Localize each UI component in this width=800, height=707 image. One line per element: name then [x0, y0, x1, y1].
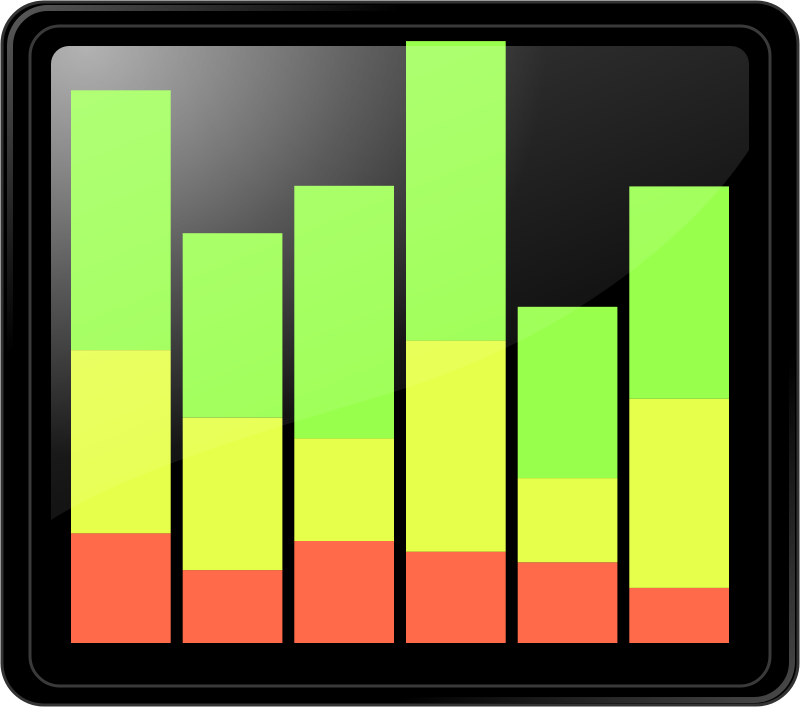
gloss-overlay — [51, 46, 749, 520]
bar-6-segment-1 — [629, 587, 729, 643]
bar-3-segment-2 — [294, 438, 394, 541]
bar-3-segment-1 — [294, 541, 394, 643]
bar-5-segment-3 — [517, 306, 618, 479]
bar-5-segment-1 — [517, 562, 618, 643]
bar-5-segment-2 — [517, 478, 618, 563]
bar-1-segment-1 — [71, 533, 171, 643]
bar-4-segment-1 — [406, 551, 506, 643]
icon-frame-bevel — [7, 5, 795, 703]
bar-6-segment-2 — [629, 398, 729, 588]
bar-2-segment-1 — [182, 570, 283, 643]
